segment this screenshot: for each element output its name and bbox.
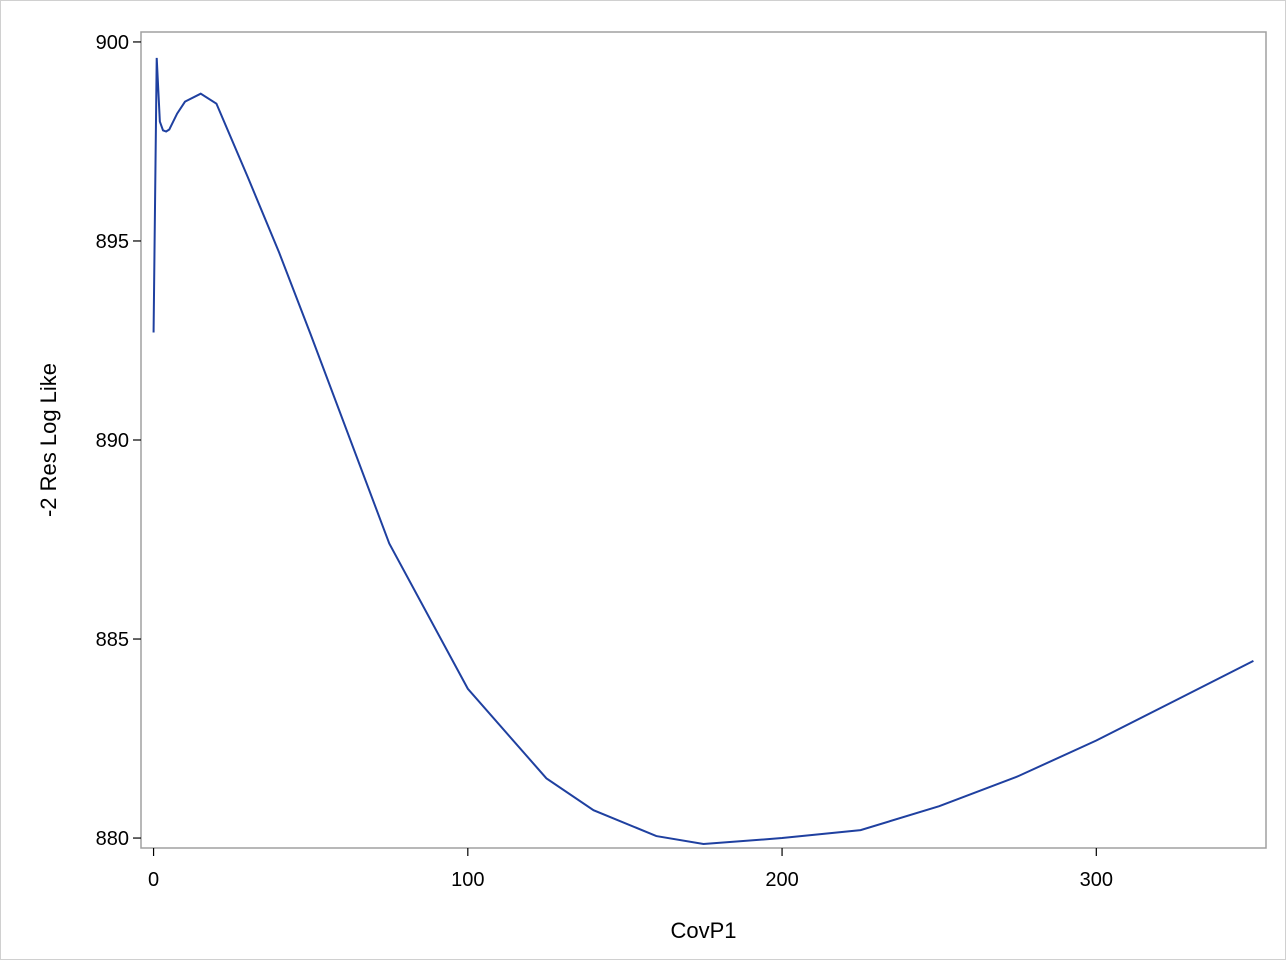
y-tick-label: 880 [96, 828, 129, 850]
x-axis-label: CovP1 [670, 918, 736, 943]
y-tick-label: 900 [96, 32, 129, 54]
x-tick-label: 0 [148, 869, 159, 891]
y-tick-label: 885 [96, 629, 129, 651]
y-axis-label: -2 Res Log Like [36, 363, 61, 517]
x-tick-label: 100 [451, 869, 484, 891]
plot-area-frame [140, 31, 1267, 849]
y-tick-label: 895 [96, 231, 129, 253]
y-axis: 880 885 890 895 900 [96, 32, 141, 850]
x-axis: 0 100 200 300 [148, 848, 1113, 891]
x-tick-label: 300 [1080, 869, 1113, 891]
x-tick-label: 200 [765, 869, 798, 891]
y-tick-label: 890 [96, 430, 129, 452]
series-line [152, 57, 1254, 846]
